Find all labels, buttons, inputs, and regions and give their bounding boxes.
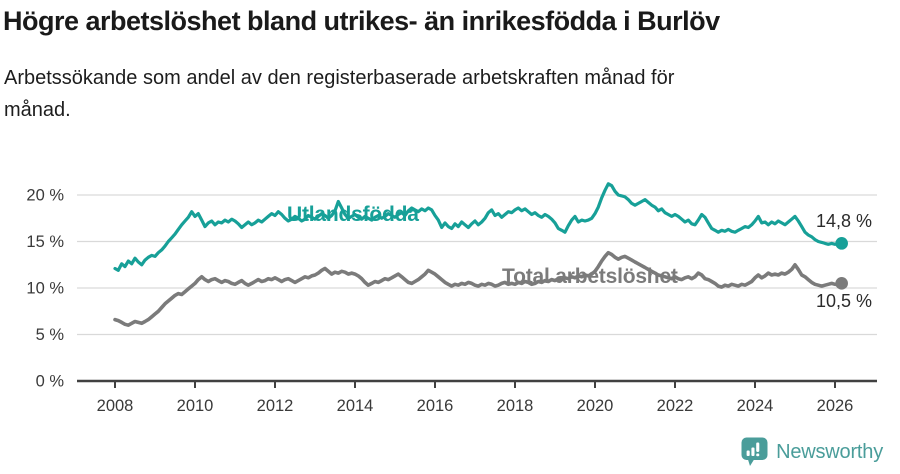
y-tick-label-15: 15 % bbox=[26, 233, 64, 251]
x-tick-label-2024: 2024 bbox=[737, 397, 774, 415]
y-tick-label-5: 5 % bbox=[36, 326, 65, 344]
x-tick-label-2014: 2014 bbox=[337, 397, 374, 415]
y-tick-label-20: 20 % bbox=[26, 187, 64, 205]
x-tick-label-2026: 2026 bbox=[817, 397, 854, 415]
newsworthy-bubble-chart-icon bbox=[741, 437, 768, 466]
x-tick-label-2016: 2016 bbox=[417, 397, 454, 415]
y-tick-label-10: 10 % bbox=[26, 280, 64, 298]
x-tick-label-2020: 2020 bbox=[577, 397, 614, 415]
x-tick-label-2018: 2018 bbox=[497, 397, 534, 415]
series-line-0 bbox=[113, 182, 844, 272]
end-value-label-total-arbetsloshet: 10,5 % bbox=[816, 291, 873, 311]
series-end-dot-0 bbox=[835, 237, 848, 250]
end-value-label-utlandsfodda: 14,8 % bbox=[816, 211, 873, 231]
x-tick-label-2010: 2010 bbox=[177, 397, 214, 415]
series-end-dot-1 bbox=[835, 277, 848, 290]
series-line-1 bbox=[113, 250, 844, 327]
newsworthy-logo[interactable]: Newsworthy bbox=[741, 437, 883, 467]
chart-subtitle: Arbetssökande som andel av den registerb… bbox=[4, 67, 675, 121]
x-tick-label-2012: 2012 bbox=[257, 397, 294, 415]
x-tick-label-2008: 2008 bbox=[97, 397, 134, 415]
series-label-total-arbetsloshet: Total arbetslöshet bbox=[502, 265, 678, 288]
newsworthy-logo-text: Newsworthy bbox=[776, 440, 883, 463]
chart-title: Högre arbetslöshet bland utrikes- än inr… bbox=[3, 6, 720, 36]
y-tick-label-0: 0 % bbox=[36, 373, 65, 391]
series-label-utlandsfodda: Utlandsfödda bbox=[287, 203, 419, 226]
x-tick-label-2022: 2022 bbox=[657, 397, 694, 415]
